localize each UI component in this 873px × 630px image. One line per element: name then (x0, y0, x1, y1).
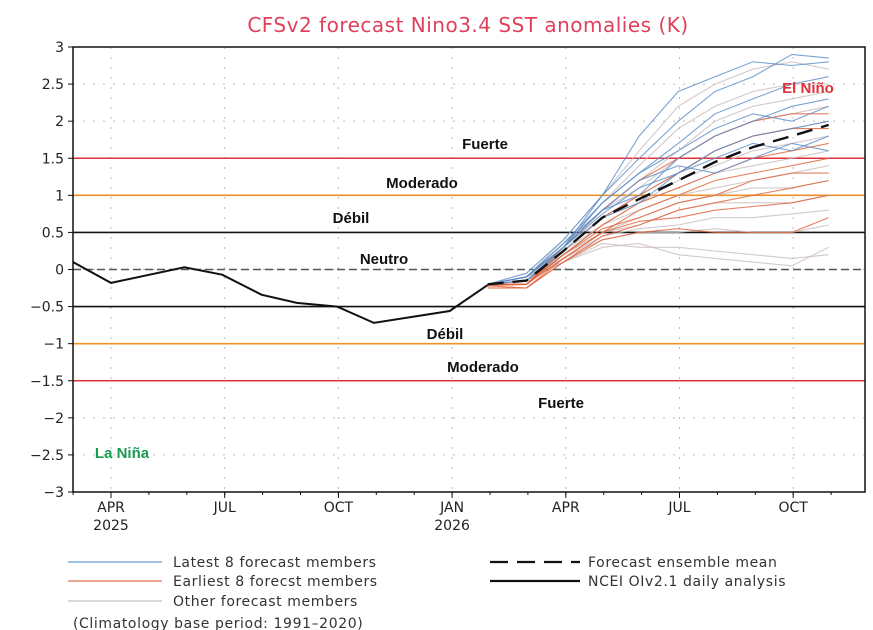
y-tick-label: 2.5 (42, 77, 64, 93)
legend-label-mean: Forecast ensemble mean (588, 555, 777, 571)
label-fuerte-positive: Fuerte (462, 136, 508, 153)
x-tick-label: APR (97, 500, 125, 516)
y-tick-label: 3 (55, 40, 64, 56)
label-la-nina: La Niña (95, 445, 150, 462)
y-tick-label: 0.5 (42, 225, 64, 241)
label-neutro: Neutro (360, 251, 408, 268)
y-tick-label: 1 (55, 188, 64, 204)
ensemble-mean-line (487, 123, 830, 286)
label-debil-negative: Débil (427, 326, 464, 343)
footnote: (Climatology base period: 1991–2020) (73, 616, 363, 630)
y-tick-label: 2 (55, 114, 64, 130)
member-line-latest (487, 76, 829, 285)
member-line-earliest (487, 172, 829, 285)
member-line-latest (487, 53, 829, 285)
legend-label-earliest: Earliest 8 forecst members (173, 574, 378, 590)
x-tick-label: JAN (439, 500, 464, 516)
legend-label-other: Other forecast members (173, 594, 358, 610)
y-tick-label: −3 (43, 485, 64, 501)
member-line-latest (487, 142, 829, 285)
x-tick-label: JUL (213, 500, 236, 516)
label-el-nino: El Niño (782, 80, 834, 97)
member-line-earliest (487, 157, 829, 289)
label-fuerte-negative: Fuerte (538, 395, 584, 412)
axes: 3 2.5 2 1.5 1 0.5 0 −0.5 −1 −1.5 −2 −2.5 −3 APR 2025 JU… (30, 40, 866, 534)
y-tick-label: −0.5 (30, 300, 64, 316)
main-lines (72, 123, 830, 324)
x-tick-year: 2026 (434, 518, 470, 534)
x-tick-label: JUL (667, 500, 690, 516)
plot-frame (72, 46, 866, 493)
x-tick-label: OCT (324, 500, 354, 516)
x-tick-label: APR (552, 500, 580, 516)
y-tick-label: 0 (55, 263, 64, 279)
x-tick-year: 2025 (93, 518, 129, 534)
y-tick-label: −2.5 (30, 448, 64, 464)
member-line-latest (487, 105, 829, 285)
y-tick-label: −1.5 (30, 374, 64, 390)
legend-label-observed: NCEI OIv2.1 daily analysis (588, 574, 786, 590)
label-moderado-positive: Moderado (386, 175, 458, 192)
y-tick-label: −2 (43, 411, 64, 427)
member-line-earliest (487, 194, 829, 285)
ensemble-members (487, 53, 829, 289)
legend-label-latest: Latest 8 forecast members (173, 555, 377, 571)
observed-line (72, 261, 489, 324)
chart-title: CFSv2 forecast Nino3.4 SST anomalies (K) (247, 13, 688, 37)
label-moderado-negative: Moderado (447, 359, 519, 376)
x-tick-label: OCT (779, 500, 809, 516)
y-tick-label: 1.5 (42, 151, 64, 167)
member-line-earliest (487, 142, 829, 285)
member-line-earliest (487, 217, 829, 289)
label-debil-positive: Débil (333, 210, 370, 227)
y-tick-label: −1 (43, 337, 64, 353)
legend: Latest 8 forecast members Earliest 8 for… (68, 555, 786, 630)
